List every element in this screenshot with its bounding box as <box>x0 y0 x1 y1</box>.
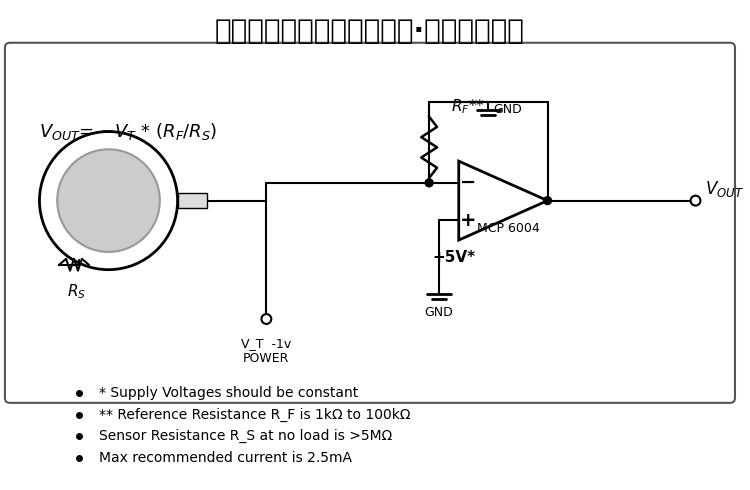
Circle shape <box>40 131 178 270</box>
Text: 艾动单点式薄膜压力传感器·推荐参考电路: 艾动单点式薄膜压力传感器·推荐参考电路 <box>215 17 525 45</box>
Text: ** Reference Resistance R_F is 1kΩ to 100kΩ: ** Reference Resistance R_F is 1kΩ to 10… <box>99 408 410 422</box>
Circle shape <box>425 179 433 187</box>
Text: MCP 6004: MCP 6004 <box>477 222 539 235</box>
Circle shape <box>57 149 160 252</box>
Text: Max recommended current is 2.5mA: Max recommended current is 2.5mA <box>99 451 352 465</box>
Text: $R_S$: $R_S$ <box>68 283 86 301</box>
Text: Sensor Resistance R_S at no load is >5MΩ: Sensor Resistance R_S at no load is >5MΩ <box>99 429 392 443</box>
FancyBboxPatch shape <box>5 43 735 403</box>
Text: $V_{OUT}$: $V_{OUT}$ <box>706 179 744 199</box>
FancyBboxPatch shape <box>178 193 207 209</box>
Text: $R_F$**: $R_F$** <box>451 98 484 116</box>
Text: GND: GND <box>424 306 454 319</box>
Circle shape <box>262 314 272 324</box>
Text: V_T  -1v
POWER: V_T -1v POWER <box>242 337 292 365</box>
Circle shape <box>691 196 700 205</box>
Text: +: + <box>460 211 477 230</box>
Text: * Supply Voltages should be constant: * Supply Voltages should be constant <box>99 386 358 400</box>
Text: +5V*: +5V* <box>432 250 476 265</box>
Text: $V_{OUT}$= $-V_T$ * ($R_F$/$R_S$): $V_{OUT}$= $-V_T$ * ($R_F$/$R_S$) <box>40 121 218 142</box>
Text: GND: GND <box>494 103 522 116</box>
Text: −: − <box>460 173 477 193</box>
Circle shape <box>544 196 551 204</box>
